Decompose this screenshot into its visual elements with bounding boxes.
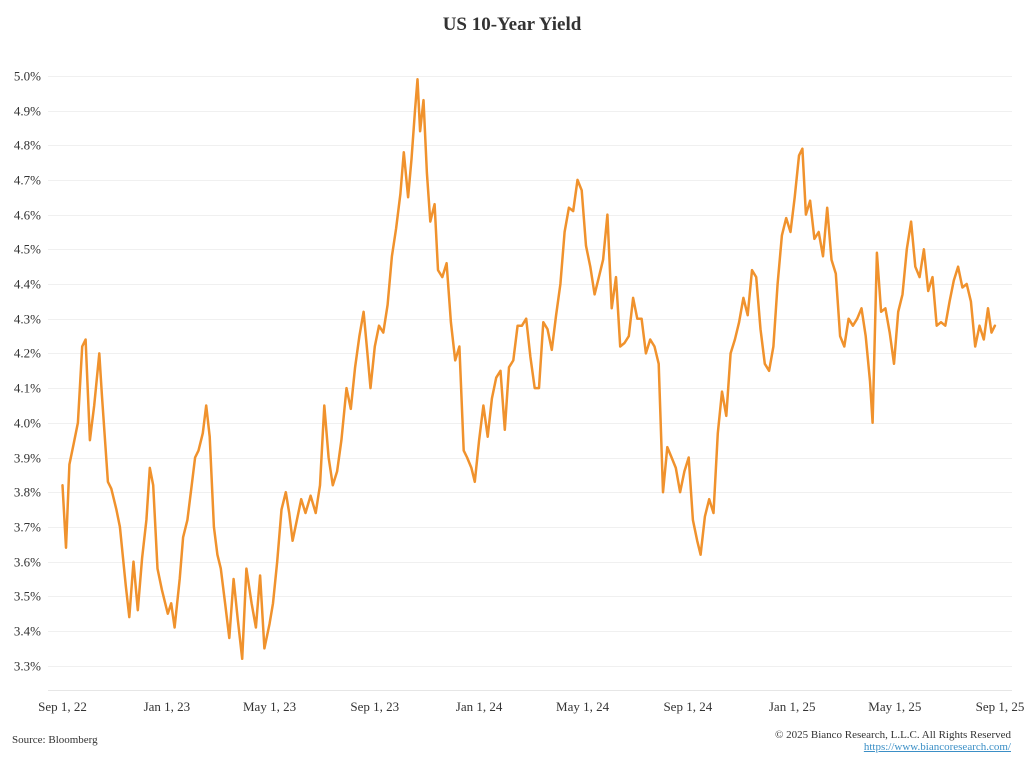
y-tick-label: 3.7% — [14, 520, 41, 535]
y-tick-label: 3.6% — [14, 555, 41, 570]
x-axis: Sep 1, 22 Jan 1, 23 May 1, 23 Sep 1, 23 Jan … — [38, 690, 1024, 714]
y-tick-label: 4.5% — [14, 242, 41, 257]
y-tick-label: 3.3% — [14, 659, 41, 674]
grid-lines — [48, 76, 1012, 667]
x-tick-label: May 1, 23 — [243, 699, 296, 714]
x-tick-label: Sep 1, 25 — [976, 699, 1024, 714]
y-tick-label: 3.8% — [14, 485, 41, 500]
y-tick-label: 4.6% — [14, 208, 41, 223]
y-tick-label: 5.0% — [14, 69, 41, 84]
y-axis: 3.3% 3.4% 3.5% 3.6% 3.7% 3.8% 3.9% 4.0% 4.1% 4.2%… — [14, 69, 41, 674]
y-tick-label: 4.1% — [14, 381, 41, 396]
chart-title: US 10-Year Yield — [442, 14, 582, 35]
y-tick-label: 4.3% — [14, 312, 41, 327]
y-tick-label: 3.4% — [14, 624, 41, 639]
x-tick-label: Sep 1, 22 — [38, 699, 87, 714]
series-layer — [61, 78, 997, 661]
website-link[interactable]: https://www.biancoresearch.com/ — [863, 741, 1011, 753]
x-tick-label: May 1, 25 — [868, 699, 921, 714]
y-tick-label: 3.9% — [14, 451, 41, 466]
x-tick-label: May 1, 24 — [556, 699, 610, 714]
series-line — [61, 78, 997, 661]
footer-credits: © 2025 Bianco Research, L.L.C. All Right… — [775, 729, 1011, 753]
copyright-text: © 2025 Bianco Research, L.L.C. All Right… — [775, 729, 1011, 741]
source-note: Source: Bloomberg — [12, 734, 98, 746]
x-tick-label: Sep 1, 24 — [663, 699, 712, 714]
y-tick-label: 4.8% — [14, 138, 41, 153]
x-tick-label: Jan 1, 23 — [144, 699, 191, 714]
y-tick-label: 4.4% — [14, 277, 41, 292]
y-tick-label: 4.2% — [14, 346, 41, 361]
x-tick-label: Sep 1, 23 — [350, 699, 399, 714]
y-tick-label: 4.0% — [14, 416, 41, 431]
x-tick-label: Jan 1, 24 — [456, 699, 503, 714]
x-tick-label: Jan 1, 25 — [769, 699, 816, 714]
y-tick-label: 4.9% — [14, 104, 41, 119]
y-tick-label: 3.5% — [14, 589, 41, 604]
y-tick-label: 4.7% — [14, 173, 41, 188]
